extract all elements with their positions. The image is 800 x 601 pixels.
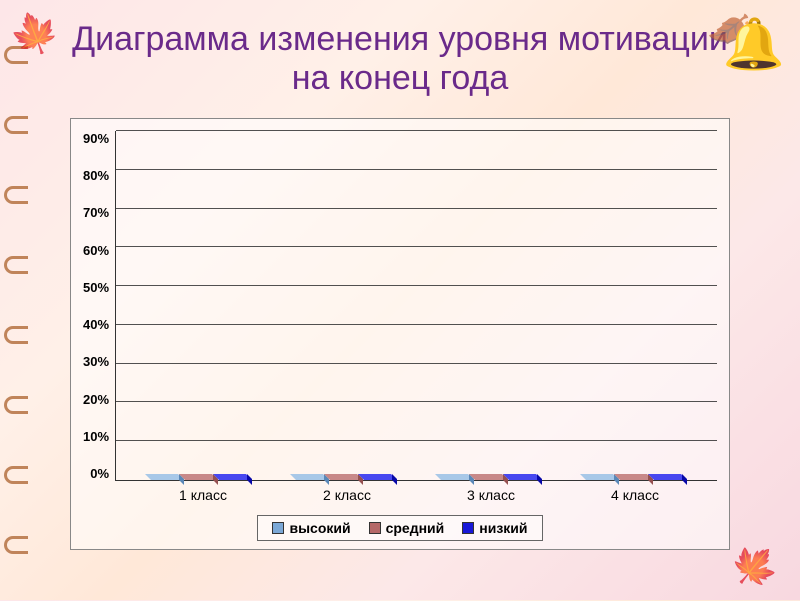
y-tick-label: 90%	[83, 131, 109, 146]
gridline	[116, 130, 717, 131]
legend-swatch-high	[272, 522, 284, 534]
y-tick-label: 80%	[83, 168, 109, 183]
y-tick-label: 30%	[83, 354, 109, 369]
legend-swatch-mid	[369, 522, 381, 534]
x-tick-label: 1 класс	[179, 487, 227, 503]
gridline	[116, 169, 717, 170]
legend-swatch-low	[462, 522, 474, 534]
slide-title: Диаграмма изменения уровня мотивации на …	[0, 0, 800, 108]
y-tick-label: 0%	[83, 466, 109, 481]
y-tick-label: 50%	[83, 280, 109, 295]
y-tick-label: 60%	[83, 243, 109, 258]
y-tick-label: 40%	[83, 317, 109, 332]
legend-label-high: высокий	[289, 520, 350, 536]
gridline	[116, 208, 717, 209]
legend-item-mid: средний	[369, 520, 445, 536]
chart-container: 90% 80% 70% 60% 50% 40% 30% 20% 10% 0% 1 класс 2 к…	[70, 118, 730, 550]
y-tick-label: 70%	[83, 205, 109, 220]
gridline	[116, 246, 717, 247]
legend-item-low: низкий	[462, 520, 527, 536]
gridline	[116, 440, 717, 441]
gridline	[116, 363, 717, 364]
gridline	[116, 324, 717, 325]
gridline	[116, 285, 717, 286]
y-tick-label: 20%	[83, 392, 109, 407]
x-tick-label: 2 класс	[323, 487, 371, 503]
x-tick-label: 4 класс	[611, 487, 659, 503]
gridline	[116, 401, 717, 402]
chart-legend: высокий средний низкий	[257, 515, 542, 541]
x-axis-labels: 1 класс 2 класс 3 класс 4 класс	[83, 481, 717, 503]
spiral-binding	[0, 0, 30, 600]
x-tick-label: 3 класс	[467, 487, 515, 503]
plot-area	[115, 131, 717, 481]
leaf-decoration-icon: 🍁	[721, 532, 789, 600]
bar-groups	[116, 131, 717, 480]
legend-label-low: низкий	[479, 520, 527, 536]
legend-item-high: высокий	[272, 520, 350, 536]
y-tick-label: 10%	[83, 429, 109, 444]
y-axis-labels: 90% 80% 70% 60% 50% 40% 30% 20% 10% 0%	[83, 131, 115, 481]
legend-label-mid: средний	[386, 520, 445, 536]
